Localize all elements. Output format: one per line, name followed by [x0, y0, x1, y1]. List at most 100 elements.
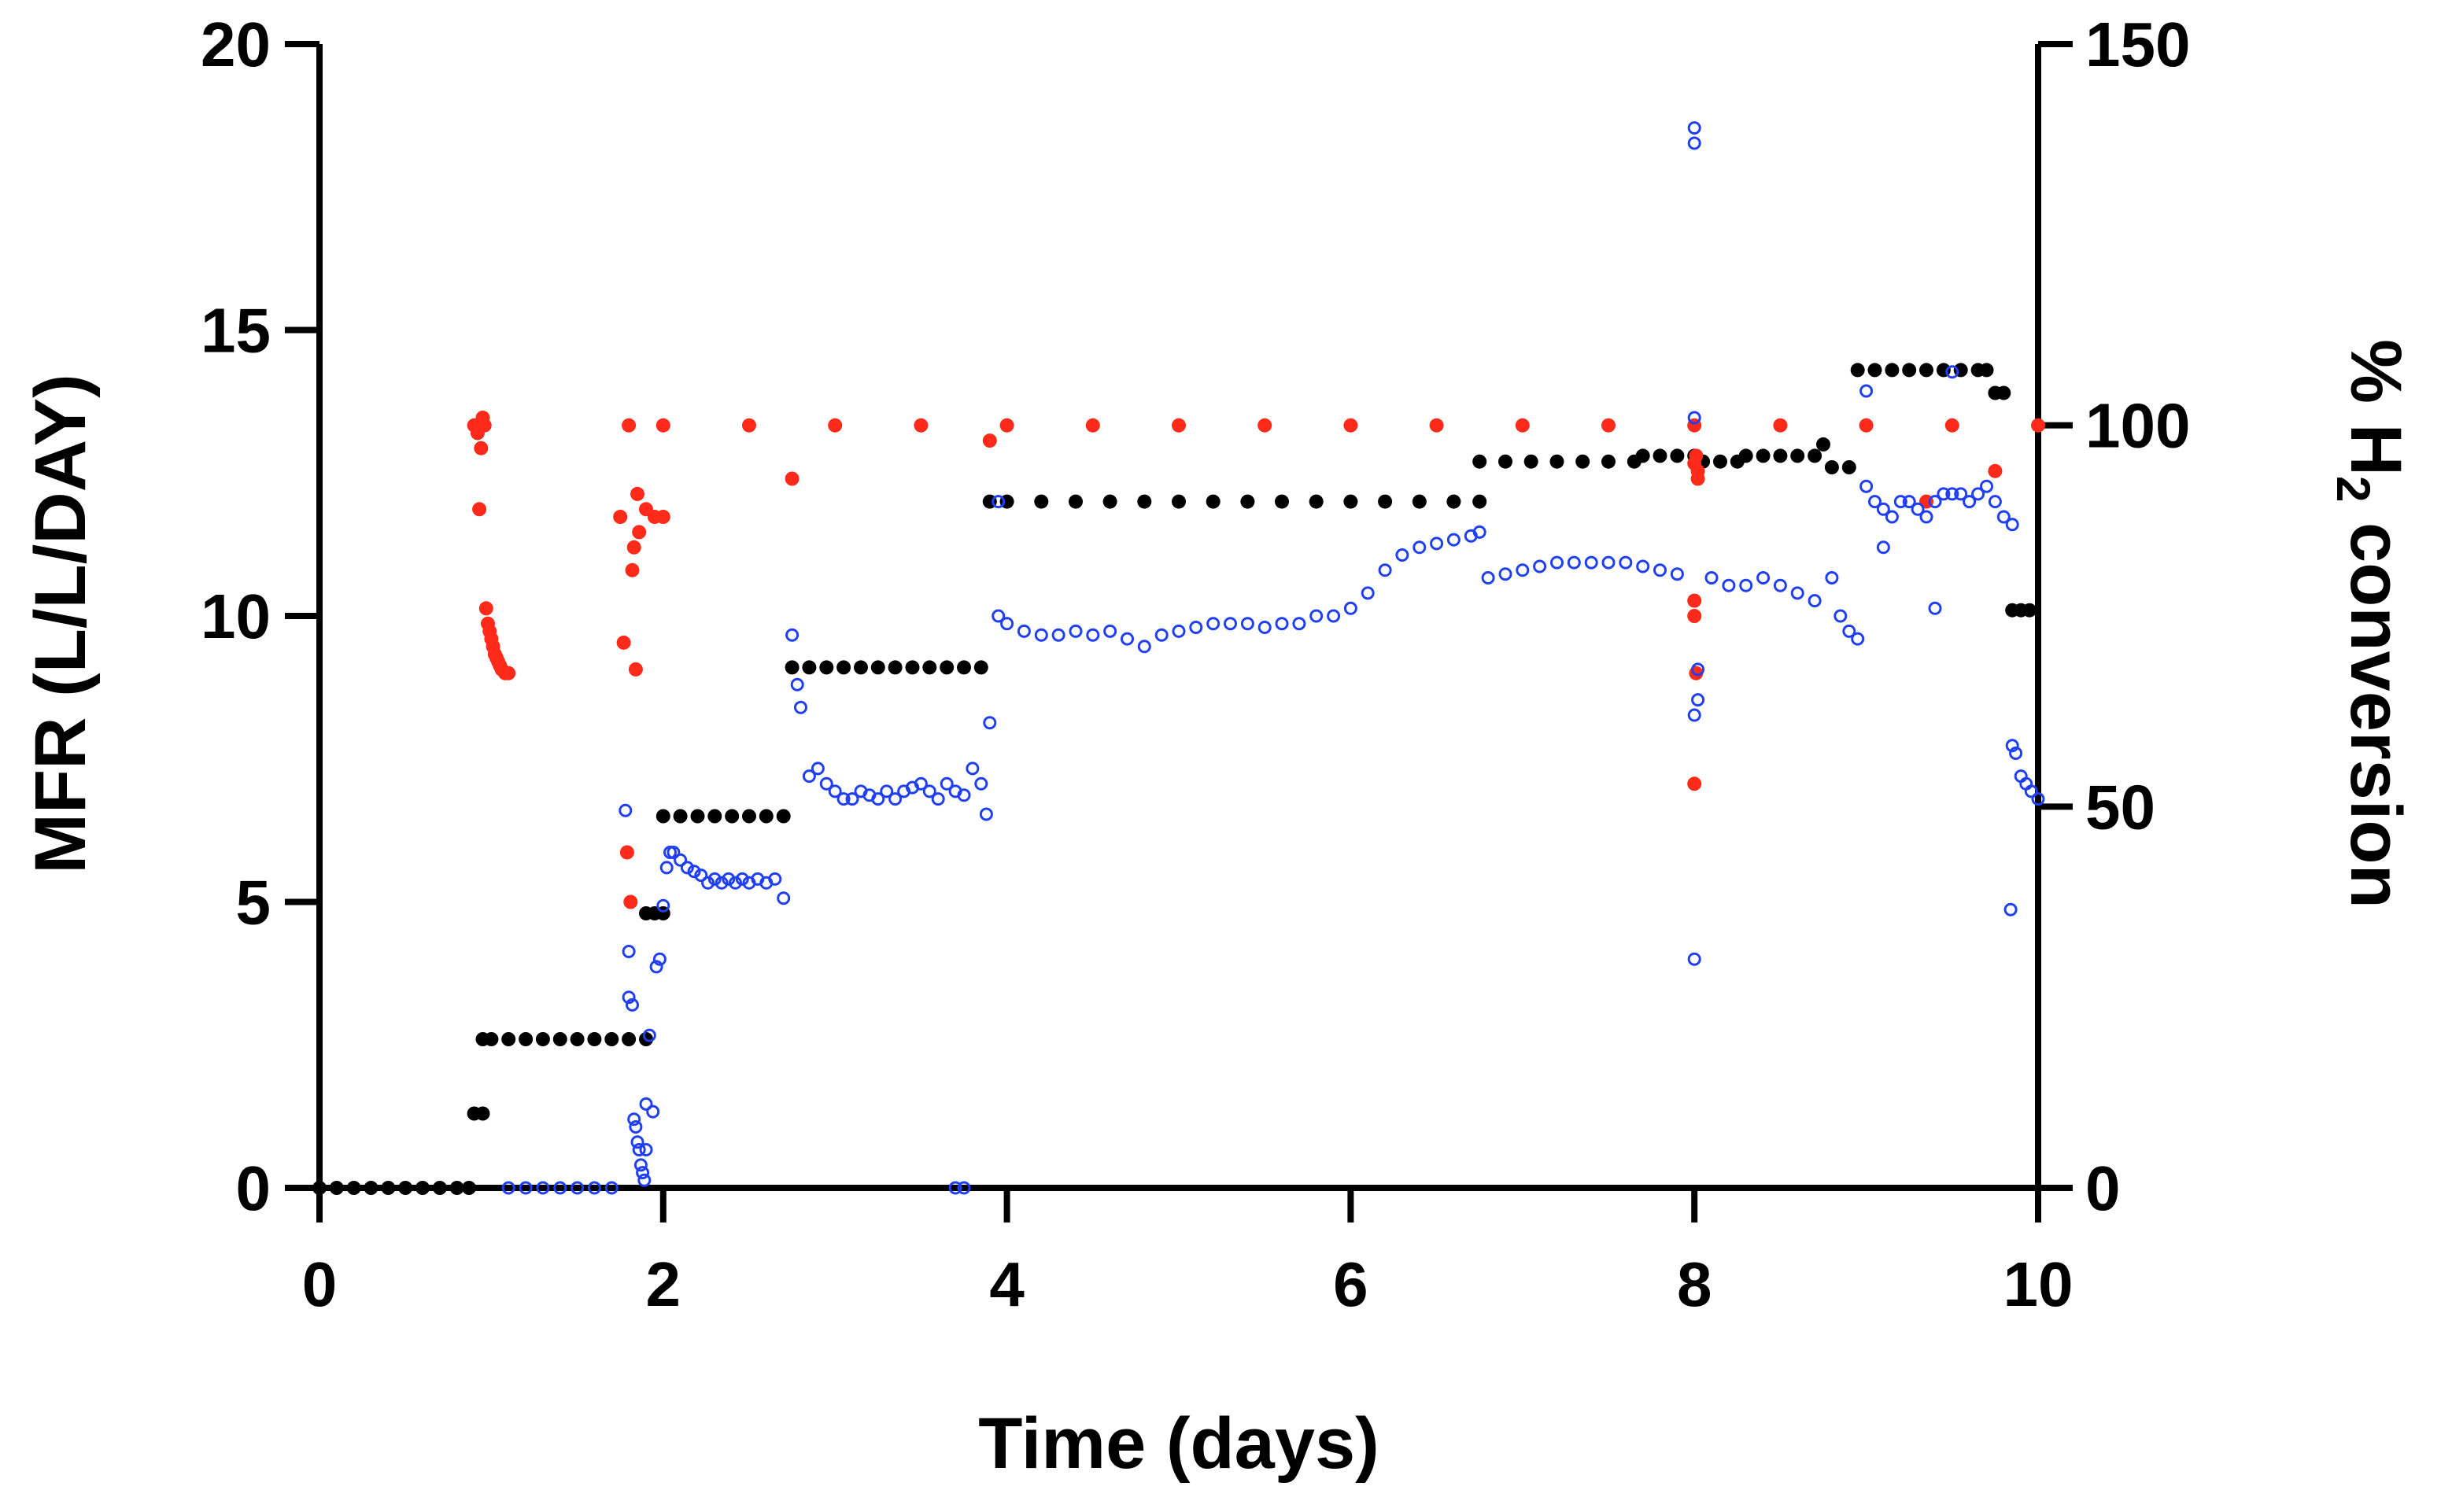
data-point-black: [1919, 363, 1933, 378]
data-point-red: [1515, 418, 1530, 433]
data-point-blue: [1876, 502, 1890, 516]
data-point-blue: [553, 1181, 567, 1195]
data-point-black: [854, 660, 868, 675]
data-point-blue: [1687, 952, 1701, 966]
data-point-blue: [1481, 571, 1495, 585]
right-y-axis-title-subscript: 2: [2327, 476, 2380, 502]
data-point-blue: [2003, 902, 2018, 916]
data-point-blue: [1498, 567, 1512, 581]
data-point-blue: [636, 1166, 650, 1180]
data-point-red: [1687, 593, 1702, 608]
data-point-blue: [1722, 578, 1736, 592]
data-point-red: [477, 418, 492, 433]
data-point-red: [828, 418, 843, 433]
data-point-blue: [1327, 609, 1341, 623]
data-point-blue: [1893, 495, 1907, 509]
data-point-blue: [768, 872, 782, 886]
data-point-blue: [1137, 640, 1151, 654]
data-point-black: [449, 1181, 464, 1195]
data-point-red: [1687, 609, 1702, 623]
data-point-blue: [888, 792, 903, 806]
data-point-red: [1687, 776, 1702, 791]
data-point-black: [1713, 454, 1727, 469]
data-point-blue: [1980, 479, 1993, 493]
right-y-axis-title: % H2 conversion: [2327, 339, 2416, 909]
right-y-tick-label: 0: [2085, 1153, 2121, 1223]
data-point-red: [613, 510, 628, 524]
data-point-black: [570, 1032, 585, 1046]
data-point-blue: [1687, 136, 1701, 150]
data-point-blue: [1224, 617, 1237, 631]
data-point-black: [1378, 494, 1393, 509]
data-point-blue: [639, 1097, 653, 1111]
data-point-black: [1549, 454, 1564, 469]
data-point-red: [632, 525, 647, 540]
data-point-blue: [680, 861, 694, 875]
x-tick-label: 8: [1677, 1249, 1712, 1319]
data-point-blue: [1292, 617, 1306, 631]
data-point-blue: [630, 1135, 644, 1149]
x-axis-title: Time (days): [978, 1403, 1379, 1484]
data-point-black: [1412, 494, 1427, 509]
data-point-blue: [646, 1104, 660, 1119]
data-point-blue: [622, 990, 636, 1005]
data-point-red: [622, 418, 637, 433]
data-point-black: [957, 660, 971, 675]
data-point-black: [1738, 448, 1753, 463]
data-point-blue: [1868, 495, 1882, 509]
data-point-blue: [1954, 487, 1968, 501]
data-point-blue: [1704, 571, 1719, 585]
data-point-black: [1102, 494, 1117, 509]
data-point-black: [905, 660, 920, 675]
data-point-blue: [1378, 563, 1392, 577]
data-point-red: [655, 510, 670, 524]
data-point-blue: [1086, 628, 1100, 642]
data-point-blue: [652, 952, 667, 966]
data-point-black: [1240, 494, 1255, 509]
data-point-black: [1601, 454, 1616, 469]
data-point-red: [1689, 448, 1704, 463]
data-point-black: [432, 1181, 447, 1195]
data-point-blue: [633, 1158, 648, 1172]
data-point-blue: [501, 1181, 515, 1195]
data-point-blue: [604, 1181, 619, 1195]
data-point-red: [1429, 418, 1444, 433]
x-tick-label: 10: [2003, 1249, 2074, 1319]
data-point-red: [619, 845, 634, 860]
data-point-blue: [1550, 555, 1564, 570]
data-point-black: [462, 1181, 476, 1195]
data-point-blue: [948, 1181, 962, 1195]
data-point-black: [1885, 363, 1900, 378]
data-point-black: [742, 809, 756, 824]
data-point-black: [2022, 603, 2037, 618]
data-point-blue: [632, 1143, 646, 1156]
data-point-black: [312, 1181, 327, 1195]
data-point-blue: [1240, 617, 1254, 631]
data-point-black: [776, 809, 791, 824]
data-point-red: [1859, 418, 1874, 433]
data-point-red: [1988, 463, 2003, 478]
data-point-black: [690, 809, 705, 824]
data-point-blue: [642, 1028, 656, 1042]
data-point-blue: [722, 872, 736, 886]
data-point-red: [623, 894, 638, 909]
left-y-tick-label: 0: [236, 1153, 271, 1223]
x-tick-label: 0: [302, 1249, 338, 1319]
data-point-blue: [1343, 601, 1357, 615]
data-point-black: [819, 660, 834, 675]
data-point-blue: [729, 876, 742, 890]
data-point-blue: [979, 807, 993, 821]
data-point-black: [1850, 363, 1865, 378]
data-point-red: [1343, 418, 1358, 433]
data-point-blue: [871, 792, 885, 806]
data-point-black: [1841, 460, 1856, 474]
data-point-blue: [667, 846, 681, 859]
data-point-blue: [1691, 662, 1705, 677]
data-point-black: [759, 809, 774, 824]
data-point-blue: [802, 769, 816, 784]
data-point-blue: [674, 853, 688, 867]
data-point-red: [630, 486, 644, 501]
data-point-blue: [639, 1143, 653, 1156]
data-point-blue: [1773, 578, 1787, 592]
data-point-blue: [931, 792, 945, 806]
